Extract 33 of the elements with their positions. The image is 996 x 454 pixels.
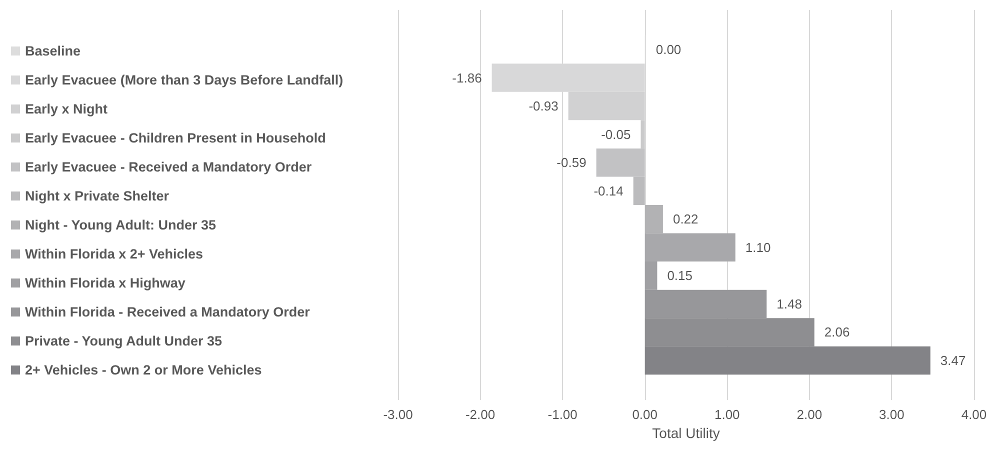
data-label: 2.06 (824, 324, 850, 340)
data-label: 3.47 (940, 353, 966, 368)
x-tick-label: 3.00 (879, 407, 904, 422)
x-tick-label: -2.00 (465, 407, 496, 422)
data-label: -0.59 (556, 155, 586, 170)
legend-label: Night x Private Shelter (25, 188, 170, 204)
data-label: 1.48 (776, 296, 802, 312)
legend-label: Night - Young Adult: Under 35 (25, 218, 216, 232)
legend-label: Private - Young Adult Under 35 (25, 334, 223, 348)
data-label: -0.14 (594, 183, 624, 198)
data-label: 1.10 (745, 240, 771, 255)
legend-label: Early Evacuee - Children Present in Household (25, 130, 326, 146)
data-label: -0.05 (601, 126, 631, 142)
x-tick-label: -3.00 (383, 407, 413, 422)
x-axis-title: Total Utility (652, 425, 720, 441)
legend-label: 2+ Vehicles - Own 2 or More Vehicles (25, 362, 262, 378)
x-tick-label: 4.00 (961, 407, 987, 422)
x-tick-label: 1.00 (714, 407, 740, 422)
x-tick-label: 2.00 (796, 407, 822, 422)
data-label: -0.93 (528, 98, 558, 114)
legend-label: Within Florida - Received a Mandatory Order (25, 304, 311, 320)
data-label: 0.15 (667, 268, 693, 284)
legend-label: Baseline (25, 44, 82, 58)
legend-label: Early Evacuee - Received a Mandatory Order (25, 160, 312, 174)
data-label: -1.86 (452, 70, 482, 86)
legend-label: Within Florida x 2+ Vehicles (25, 246, 204, 262)
data-label: 0.22 (672, 212, 698, 227)
legend-label: Early Evacuee (More than 3 Days Before Landfall) (25, 72, 344, 88)
data-label: 0.00 (656, 42, 682, 57)
legend-label: Within Florida x Highway (25, 276, 186, 290)
x-tick-label: 0.00 (632, 407, 658, 422)
x-tick-label: -1.00 (548, 407, 578, 422)
legend-label: Early x Night (25, 102, 108, 116)
